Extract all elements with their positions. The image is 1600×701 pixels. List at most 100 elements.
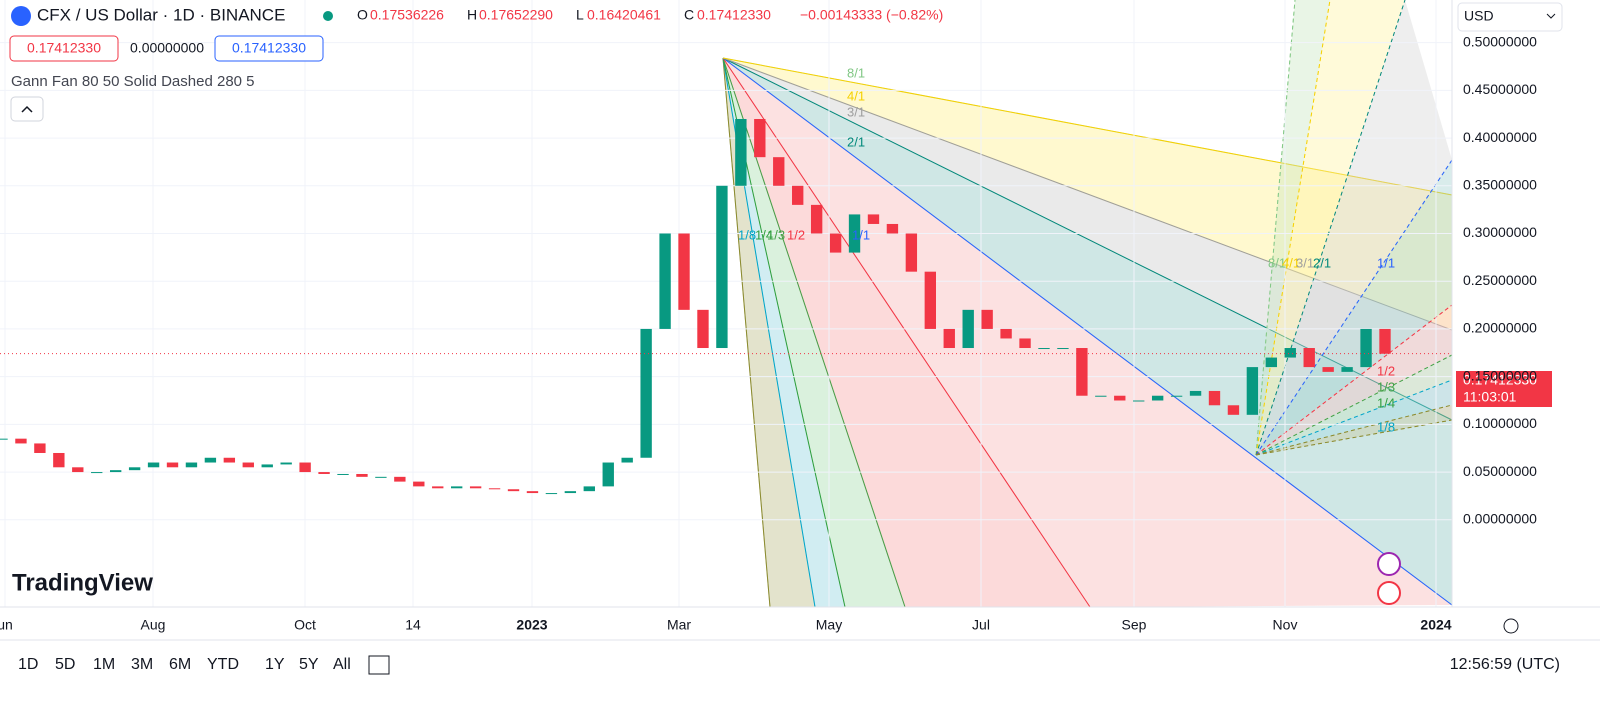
l-value: 0.16420461 <box>587 7 661 23</box>
clock: 12:56:59 (UTC) <box>1450 656 1560 673</box>
candle <box>564 491 577 494</box>
currency[interactable]: USD <box>1464 8 1494 24</box>
candle <box>640 328 652 458</box>
period-button[interactable]: 5D <box>55 656 75 673</box>
candle <box>962 309 974 349</box>
period-button[interactable]: 1Y <box>265 656 285 673</box>
plot <box>0 0 1452 607</box>
candle <box>735 118 747 186</box>
fan-line <box>1255 419 1453 456</box>
candle <box>299 462 311 473</box>
candle <box>1322 367 1334 372</box>
fan-line <box>722 57 1453 331</box>
candle <box>716 185 728 349</box>
candle <box>1303 348 1315 368</box>
fan-line <box>1255 0 1406 456</box>
period-button[interactable]: 6M <box>169 656 191 673</box>
candle <box>1057 348 1069 350</box>
y-tick-label: 0.40000000 <box>1463 129 1537 145</box>
candle <box>413 481 425 487</box>
sell-button[interactable] <box>9 35 119 62</box>
collapse-button[interactable] <box>10 96 44 122</box>
sell-price[interactable]: 0.17412330 <box>27 40 101 56</box>
currency-select[interactable] <box>1457 2 1563 32</box>
candle <box>1151 395 1164 401</box>
candle <box>128 467 141 471</box>
l-label: L <box>576 7 584 23</box>
candle <box>1095 395 1107 397</box>
candle <box>867 214 880 224</box>
candle <box>356 473 368 477</box>
event-icon[interactable] <box>1377 552 1401 576</box>
period-button[interactable]: 5Y <box>299 656 319 673</box>
candle <box>34 443 46 453</box>
candle <box>1227 405 1240 415</box>
x-tick-label: 2024 <box>1420 617 1451 633</box>
candle <box>583 486 595 492</box>
candle <box>1284 348 1296 358</box>
fan-zone <box>1256 0 1452 455</box>
candle <box>810 204 823 234</box>
candle <box>337 473 349 475</box>
event-icon[interactable] <box>1377 581 1401 605</box>
candle <box>488 488 501 490</box>
candle <box>886 223 899 234</box>
y-tick-label: 0.25000000 <box>1463 272 1537 288</box>
chevron-icon <box>1546 13 1556 19</box>
calendar-icon[interactable] <box>368 655 390 675</box>
fan-line <box>722 57 1453 421</box>
candle <box>223 457 236 463</box>
fan-level-label: 1/2 <box>787 227 805 242</box>
candle <box>773 157 785 186</box>
candle <box>242 462 254 468</box>
price-tag-value: 0.17412330 <box>1463 372 1537 388</box>
x-tick-label: Aug <box>141 617 166 633</box>
period-button[interactable]: 3M <box>131 656 153 673</box>
candle <box>1189 390 1202 396</box>
candle <box>1246 367 1259 415</box>
gann-fan <box>722 0 1453 608</box>
fan-line <box>1255 404 1453 456</box>
x-tick-label: May <box>816 617 842 633</box>
price-tag <box>1456 371 1552 407</box>
fan-level-label: 3/1 <box>1296 255 1314 270</box>
x-tick-label: Oct <box>294 617 316 633</box>
candle <box>754 118 766 158</box>
o-value: 0.17536226 <box>370 7 444 23</box>
symbol: CFX / US Dollar · 1D · BINANCE <box>37 5 285 24</box>
buy-button[interactable] <box>214 35 324 62</box>
candle <box>1265 357 1278 368</box>
candle <box>507 489 520 492</box>
period-button[interactable]: All <box>333 656 351 673</box>
candle <box>1170 395 1183 397</box>
period-button[interactable]: 1D <box>18 656 38 673</box>
fan-zone <box>1256 355 1452 455</box>
fan-level-label: 8/1 <box>847 65 865 80</box>
candle <box>204 457 217 463</box>
period-button[interactable]: 1M <box>93 656 115 673</box>
chevron-icon <box>21 105 33 113</box>
candle <box>280 462 292 465</box>
y-tick-label: 0.30000000 <box>1463 224 1537 240</box>
fan-level-label: 1/3 <box>767 227 785 242</box>
spread: 0.00000000 <box>130 40 204 56</box>
candle <box>0 438 8 440</box>
settings-icon[interactable] <box>1503 618 1519 634</box>
candle <box>1360 328 1372 368</box>
symbol-logo <box>11 6 31 26</box>
candle <box>91 472 103 474</box>
fan-level-label: 1/4 <box>755 227 773 242</box>
candle <box>1379 328 1391 354</box>
candle <box>451 486 463 489</box>
candle <box>185 462 198 468</box>
y-tick-label: 0.15000000 <box>1463 367 1537 383</box>
candle <box>109 470 122 473</box>
candle <box>924 271 936 329</box>
candle <box>53 452 65 468</box>
candle <box>697 309 709 349</box>
candle <box>15 438 27 444</box>
candle <box>792 185 804 205</box>
period-button[interactable]: YTD <box>207 656 239 673</box>
fan-level-label: 4/1 <box>847 88 865 103</box>
buy-price[interactable]: 0.17412330 <box>232 40 306 56</box>
